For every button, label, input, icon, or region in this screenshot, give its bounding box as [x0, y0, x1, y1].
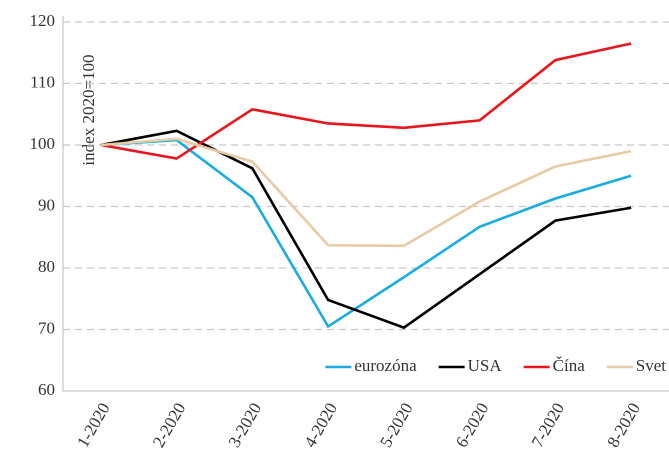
y-tick-label: 120: [30, 11, 56, 30]
y-axis-label: index 2020=100: [79, 54, 98, 165]
x-tick-label: 6-2020: [452, 399, 493, 450]
x-tick-label: 1-2020: [73, 399, 114, 450]
y-tick-label: 90: [38, 195, 55, 214]
legend-label: Svet: [636, 356, 667, 375]
legend-label: USA: [468, 356, 503, 375]
series-line: [100, 137, 632, 248]
y-tick-label: 100: [30, 134, 56, 153]
x-tick-label: 2-2020: [149, 399, 190, 450]
x-tick-label: 4-2020: [300, 399, 341, 450]
legend-label: Čína: [553, 356, 586, 375]
x-tick-label: 8-2020: [603, 399, 644, 450]
series-line: [100, 129, 632, 330]
series-line: [100, 42, 632, 160]
x-tick-label: 5-2020: [376, 399, 417, 450]
legend-label: eurozóna: [354, 356, 417, 375]
y-tick-label: 110: [30, 72, 55, 91]
x-tick-label: 3-2020: [225, 399, 266, 450]
y-tick-label: 60: [38, 380, 55, 399]
x-tick-label: 7-2020: [528, 399, 569, 450]
y-tick-label: 80: [38, 257, 55, 276]
y-tick-label: 70: [38, 318, 55, 337]
